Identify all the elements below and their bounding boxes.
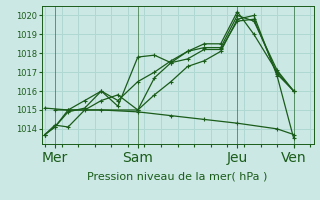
- X-axis label: Pression niveau de la mer( hPa ): Pression niveau de la mer( hPa ): [87, 171, 268, 181]
